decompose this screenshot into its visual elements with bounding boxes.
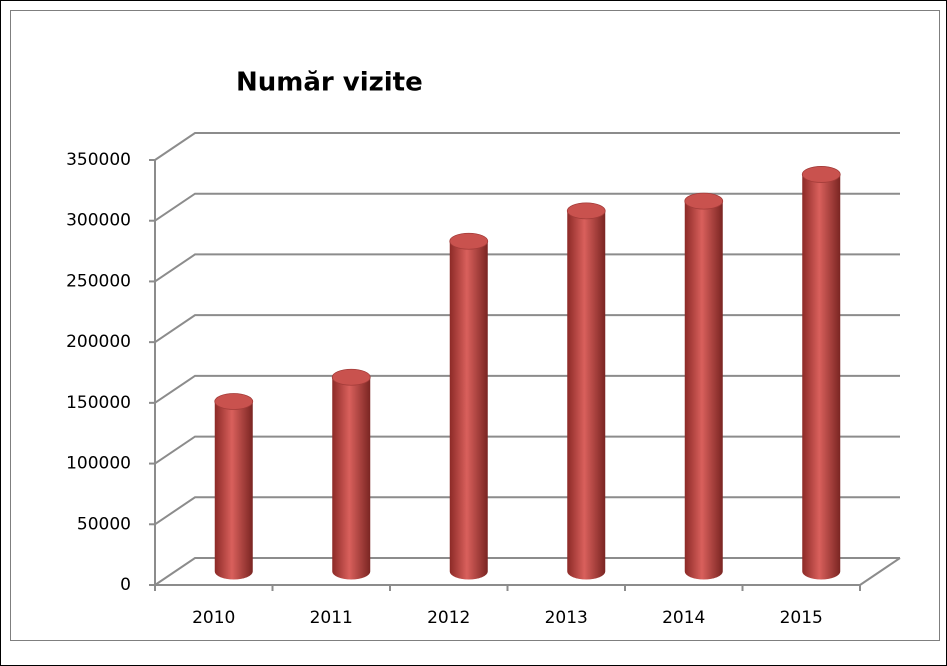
bar — [802, 166, 841, 580]
y-tick-label: 50000 — [77, 514, 131, 534]
x-tick-label: 2015 — [780, 608, 823, 628]
x-tick-label: 2012 — [427, 608, 470, 628]
y-tick-label: 200000 — [66, 332, 131, 352]
grid-line — [154, 192, 900, 222]
grid-line — [154, 435, 900, 465]
y-tick-label: 0 — [120, 575, 131, 595]
floor-edge — [859, 557, 901, 586]
bar — [214, 393, 253, 580]
bar-top — [331, 368, 371, 386]
bar — [449, 233, 488, 580]
y-tick-label: 250000 — [66, 271, 131, 291]
grid-line — [154, 496, 900, 526]
bar-top — [801, 166, 841, 183]
x-tick-label: 2013 — [545, 608, 588, 628]
bar-top — [684, 192, 724, 210]
y-tick-label: 300000 — [66, 211, 131, 231]
y-tick-label: 350000 — [66, 150, 131, 170]
bar — [567, 202, 606, 580]
x-tick-label: 2014 — [662, 608, 705, 628]
bar — [684, 193, 723, 580]
bar-top — [566, 202, 606, 220]
grid-line — [154, 253, 900, 283]
x-tick-label: 2011 — [310, 608, 353, 628]
bar-top — [214, 393, 254, 410]
chart-title: Număr vizite — [236, 68, 423, 98]
grid-line — [154, 314, 900, 343]
x-tick-label: 2010 — [192, 608, 235, 628]
bar — [332, 369, 371, 580]
grid-line — [154, 374, 900, 404]
bar-top — [449, 232, 489, 250]
grid-line — [154, 557, 900, 586]
y-tick-label: 150000 — [66, 393, 131, 413]
y-tick-label: 100000 — [66, 454, 131, 474]
grid-line — [154, 132, 900, 161]
